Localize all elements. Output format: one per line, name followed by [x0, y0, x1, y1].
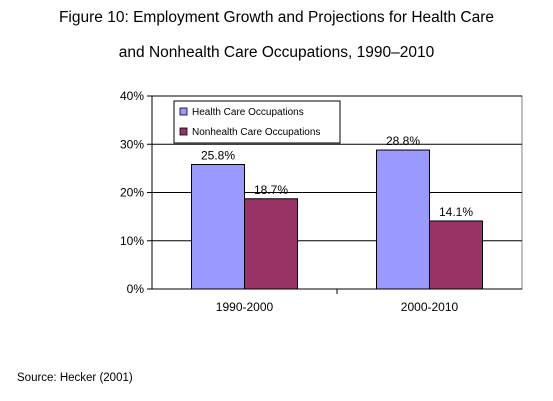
y-tick-label: 40%	[120, 89, 144, 103]
y-tick-label: 0%	[127, 282, 145, 296]
legend-label: Health Care Occupations	[192, 107, 304, 118]
bar	[244, 198, 298, 290]
data-label: 25.8%	[201, 149, 235, 163]
data-labels: 25.8% 18.7% 28.8% 14.1%	[201, 134, 473, 219]
legend: Health Care Occupations Nonhealth Care Oc…	[173, 100, 341, 144]
bars	[191, 149, 483, 290]
legend-swatch	[179, 107, 188, 116]
bar	[191, 164, 245, 290]
chart-title-line-1: Figure 10: Employment Growth and Project…	[58, 9, 495, 26]
data-label: 14.1%	[439, 205, 473, 219]
data-label: 28.8%	[386, 134, 420, 148]
y-tick-label: 30%	[120, 137, 144, 151]
legend-label: Nonhealth Care Occupations	[192, 127, 320, 138]
bar	[429, 220, 483, 290]
bar	[376, 149, 430, 290]
legend-box	[173, 100, 341, 144]
x-tick-label: 2000-2010	[401, 300, 459, 314]
source-note: Source: Hecker (2001)	[17, 372, 133, 384]
y-tick-label: 20%	[120, 186, 144, 200]
chart-title-line-2: and Nonhealth Care Occupations, 1990–201…	[118, 44, 435, 61]
x-tick-label: 1990-2000	[216, 300, 274, 314]
data-label: 18.7%	[254, 183, 288, 197]
y-tick-label: 10%	[120, 234, 144, 248]
legend-swatch	[179, 127, 188, 136]
axes: 0% 10% 20% 30% 40% 1990-2000 2000-2010	[120, 89, 522, 314]
